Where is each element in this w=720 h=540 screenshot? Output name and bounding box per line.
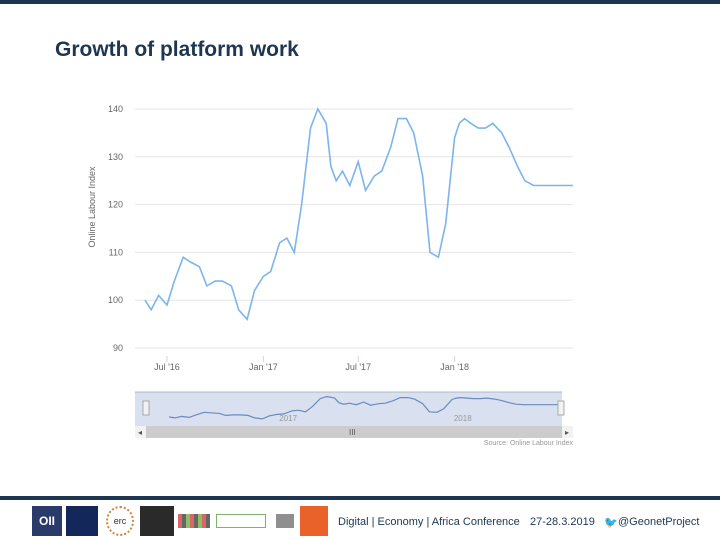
navigator-handle-right[interactable] bbox=[557, 400, 565, 416]
y-tick-label: 130 bbox=[108, 152, 123, 162]
footer: OII erc Digital | Economy | Africa Confe… bbox=[0, 502, 720, 540]
partner-logo bbox=[276, 514, 294, 528]
scrollbar-thumb bbox=[146, 426, 562, 438]
grid-lines bbox=[135, 108, 573, 349]
y-tick-label: 140 bbox=[108, 104, 123, 114]
footer-handle[interactable]: @GeonetProject bbox=[618, 516, 700, 528]
scrollbar[interactable]: ◂ ▸ III bbox=[135, 426, 573, 438]
y-tick-label: 110 bbox=[109, 247, 123, 257]
series-line bbox=[144, 107, 573, 321]
scrollbar-grip-icon: III bbox=[349, 428, 356, 437]
x-tick-label: Jul '16 bbox=[154, 362, 180, 372]
lse-logo bbox=[140, 506, 174, 536]
x-axis-ticks: Jul '16 Jan '17 Jul '17 Jan '18 bbox=[154, 356, 469, 372]
navigator-labels: 2017 2018 bbox=[279, 414, 472, 423]
partner-logo bbox=[178, 514, 210, 528]
y-tick-label: 120 bbox=[108, 200, 123, 210]
top-accent-bar bbox=[0, 0, 720, 4]
chart-source: Source: Online Labour Index bbox=[484, 440, 574, 447]
navigator[interactable]: 2017 2018 bbox=[135, 391, 565, 426]
navigator-label: 2018 bbox=[454, 414, 472, 423]
y-axis-ticks: 90 100 110 120 130 140 bbox=[108, 104, 123, 353]
navigator-label: 2017 bbox=[279, 414, 297, 423]
olx-line-chart: 90 100 110 120 130 140 Online Labour Index Ju… bbox=[87, 104, 574, 447]
x-tick-label: Jan '18 bbox=[440, 362, 469, 372]
y-axis-label: Online Labour Index bbox=[87, 166, 97, 248]
erc-logo: erc bbox=[106, 506, 134, 536]
footer-date: 27-28.3.2019 bbox=[530, 516, 595, 528]
footer-conference: Digital | Economy | Africa Conference bbox=[338, 516, 520, 528]
oxford-logo bbox=[66, 506, 98, 536]
y-tick-label: 100 bbox=[108, 295, 123, 305]
twitter-icon: 🐦 bbox=[604, 517, 618, 529]
slide-title: Growth of platform work bbox=[55, 38, 299, 61]
x-tick-label: Jan '17 bbox=[249, 362, 278, 372]
navigator-handle-left[interactable] bbox=[142, 400, 150, 416]
oii-logo: OII bbox=[32, 506, 62, 536]
scrollbar-left-arrow-icon[interactable]: ◂ bbox=[138, 428, 142, 437]
bottom-accent-bar bbox=[0, 496, 720, 500]
partner-logo bbox=[300, 506, 328, 536]
x-tick-label: Jul '17 bbox=[345, 362, 371, 372]
y-tick-label: 90 bbox=[113, 343, 123, 353]
scrollbar-right-arrow-icon[interactable]: ▸ bbox=[565, 428, 569, 437]
harambee-logo bbox=[216, 514, 266, 528]
navigator-series-line bbox=[168, 395, 560, 420]
navigator-mask bbox=[135, 392, 562, 426]
